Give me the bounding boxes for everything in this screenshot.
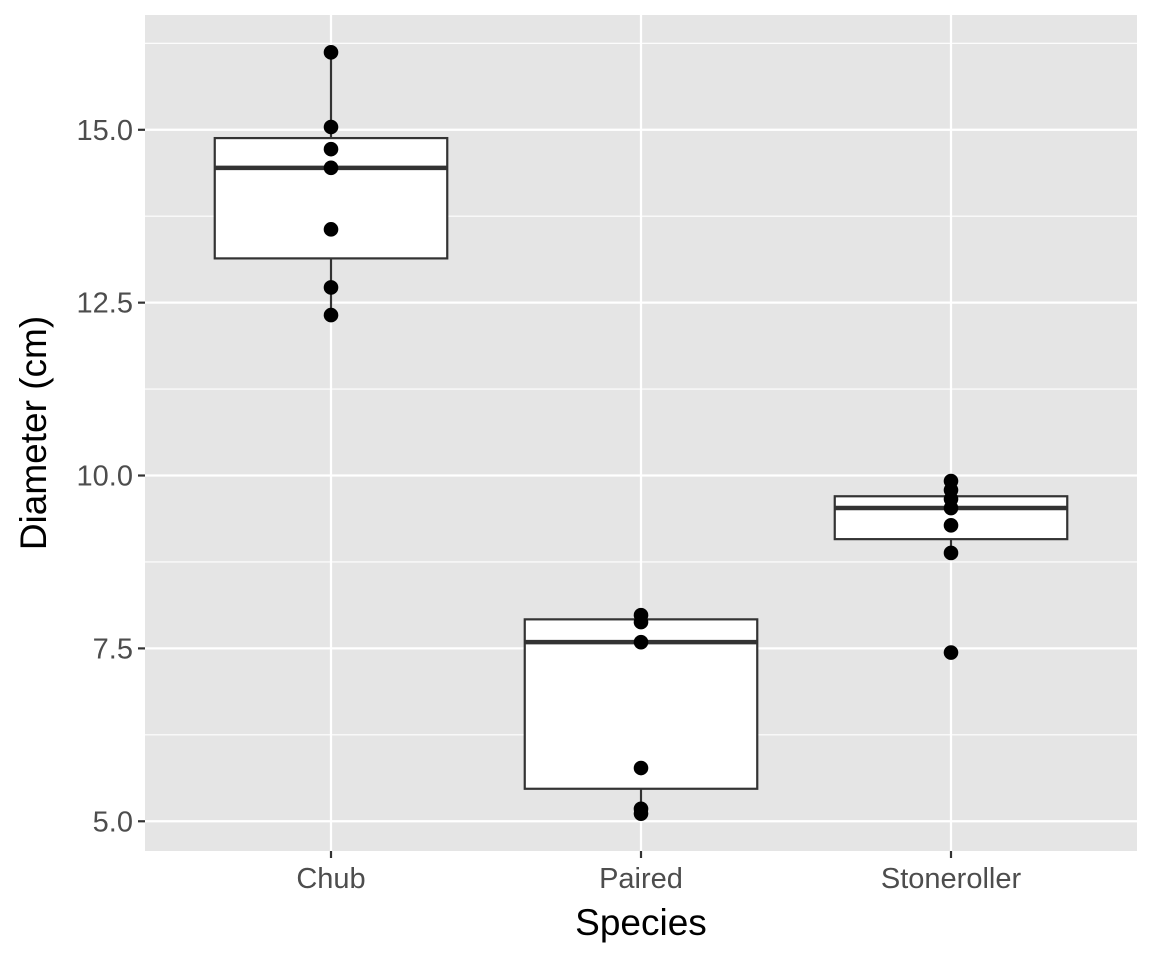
data-point-chub: [323, 119, 339, 135]
data-points: [323, 45, 959, 821]
y-tick-label: 15.0: [77, 115, 133, 147]
y-axis: 5.0 7.5 10.0 12.5 15.0: [77, 115, 145, 838]
data-point-stoneroller: [943, 645, 959, 660]
x-tick-label: Chub: [296, 863, 365, 895]
x-tick-label: Stoneroller: [881, 863, 1022, 895]
data-point-paired: [633, 806, 649, 821]
x-axis: Chub Paired Stoneroller: [296, 851, 1021, 895]
data-point-stoneroller: [943, 545, 959, 561]
x-axis-title: Species: [575, 902, 707, 943]
data-point-chub: [323, 160, 339, 176]
data-point-paired: [633, 760, 649, 776]
y-tick-label: 10.0: [77, 461, 133, 493]
data-point-paired: [633, 614, 649, 630]
data-point-paired: [633, 634, 649, 650]
y-axis-title: Diameter (cm): [13, 316, 54, 550]
data-point-chub: [323, 141, 339, 157]
data-point-chub: [323, 45, 339, 60]
data-point-chub: [323, 307, 339, 323]
data-point-stoneroller: [943, 518, 959, 533]
data-point-chub: [323, 280, 339, 295]
box-iqr: [213, 136, 449, 260]
y-tick-label: 12.5: [77, 288, 133, 320]
data-point-stoneroller: [943, 500, 959, 516]
y-tick-label: 7.5: [93, 633, 133, 665]
x-tick-label: Paired: [599, 863, 683, 895]
data-point-chub: [323, 222, 339, 237]
y-tick-label: 5.0: [93, 806, 133, 838]
